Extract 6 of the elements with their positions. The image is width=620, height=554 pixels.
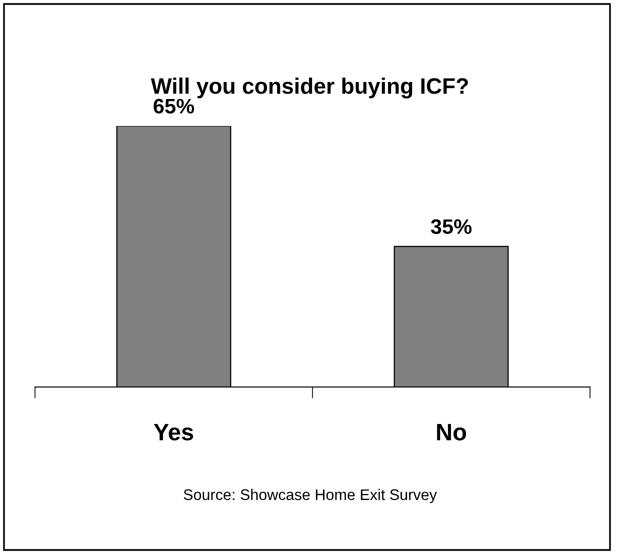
- x-tick-label: Yes: [154, 424, 194, 440]
- data-label: 35%: [430, 219, 472, 234]
- chart-title: Will you consider buying ICF?: [150, 78, 468, 98]
- source-note: Source: Showcase Home Exit Survey: [184, 488, 437, 504]
- data-label: 65%: [154, 98, 194, 114]
- x-tick-label: No: [437, 424, 466, 440]
